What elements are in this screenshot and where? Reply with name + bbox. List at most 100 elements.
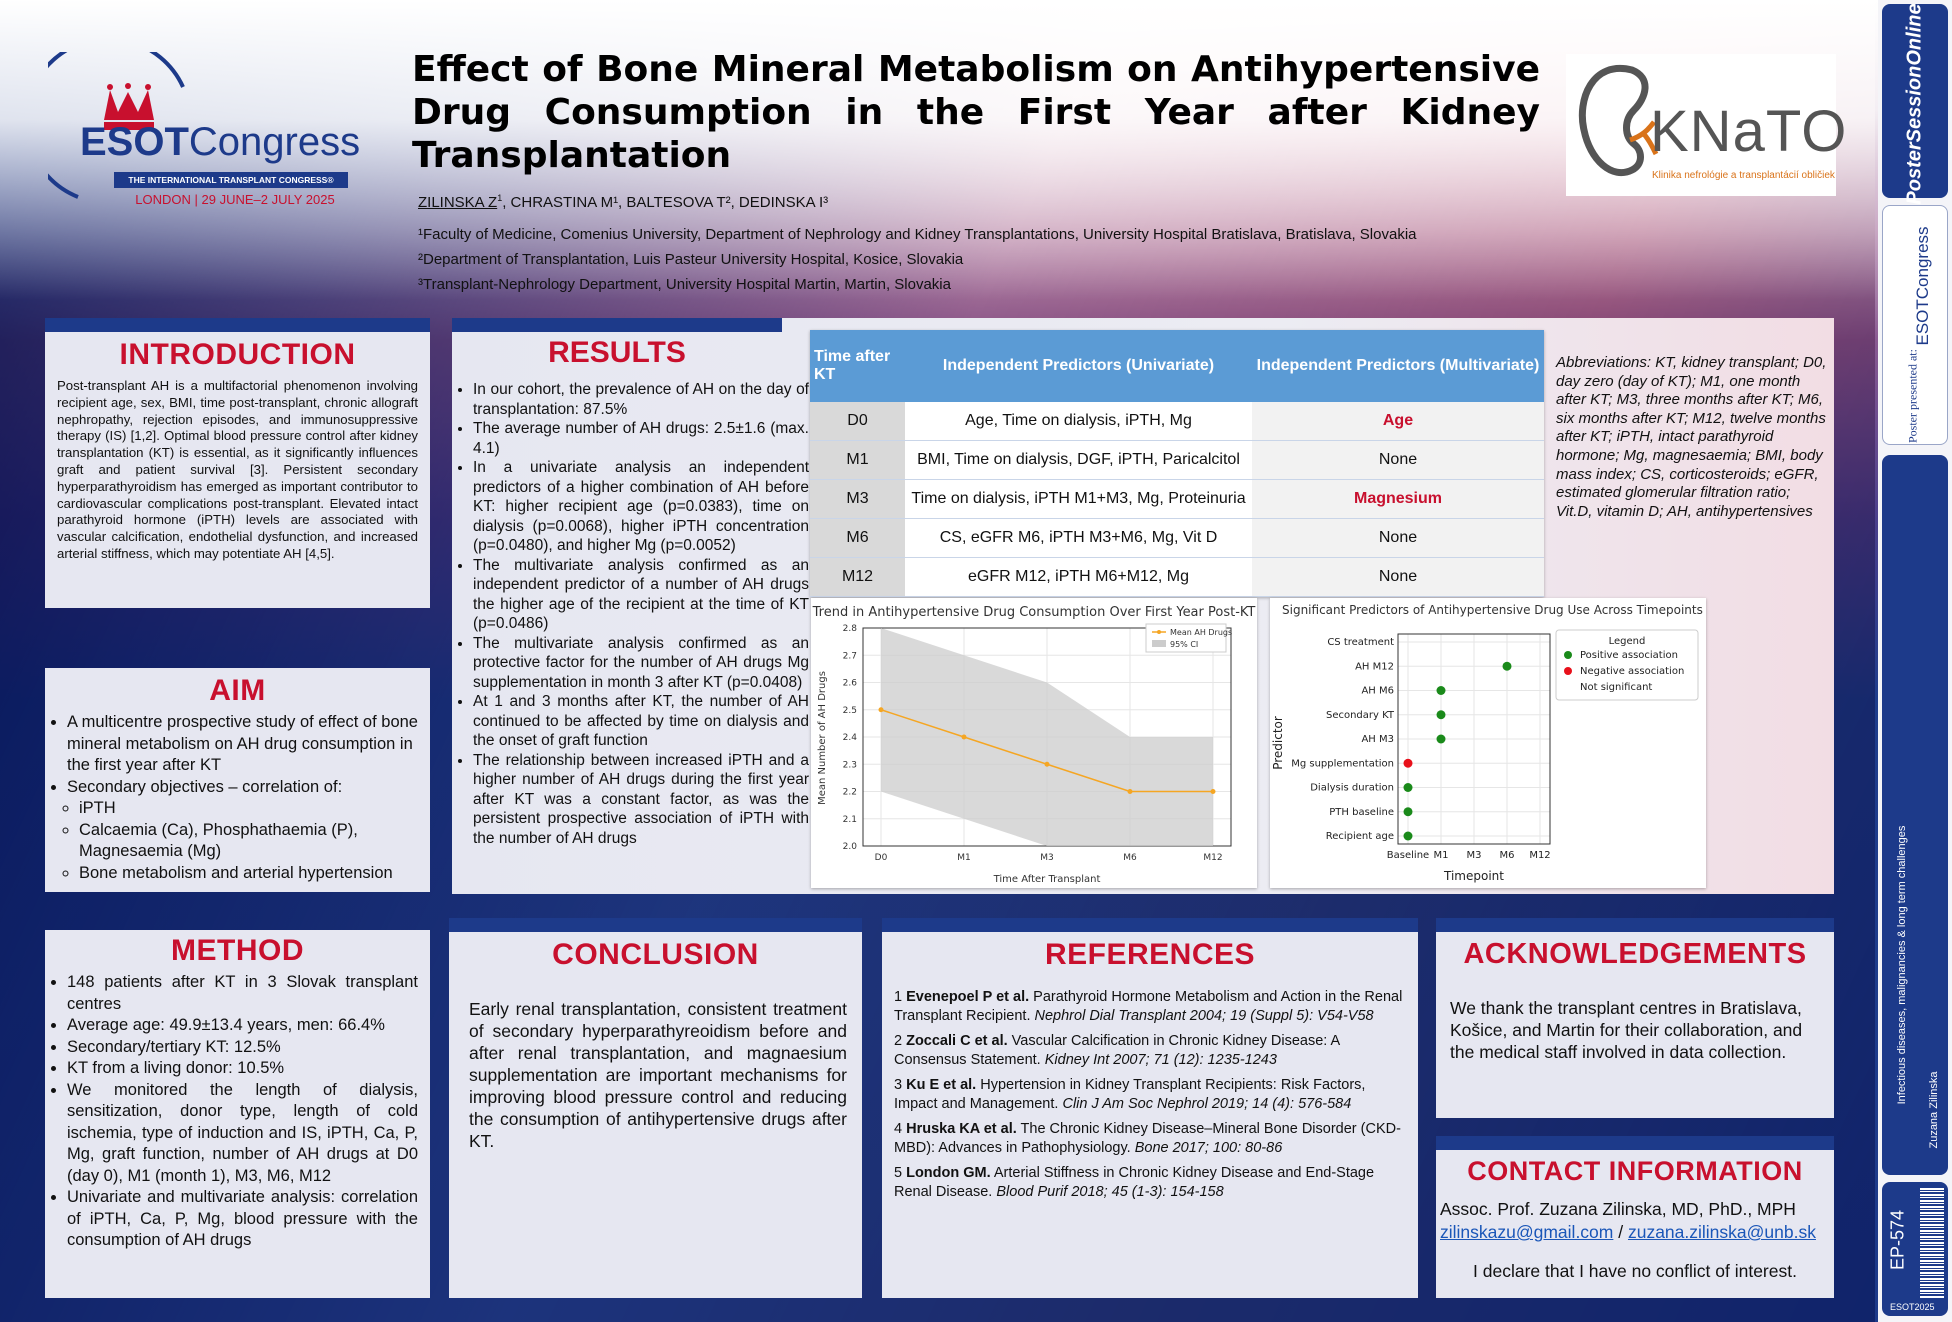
table-cell-multivariate: Age <box>1252 402 1544 441</box>
table-cell-time: M1 <box>810 440 905 480</box>
method-item: Secondary/tertiary KT: 12.5% <box>67 1037 418 1059</box>
line-chart-panel: Trend in Antihypertensive Drug Consumpti… <box>811 598 1257 888</box>
sidebar-id-block: EP-574 ESOT2025 <box>1882 1182 1948 1316</box>
reference-item: 4 Hruska KA et al. The Chronic Kidney Di… <box>894 1120 1408 1158</box>
panel-bar <box>882 918 1418 932</box>
title-line-2: Drug Consumption in the First Year after… <box>412 92 1540 133</box>
results-item: In a univariate analysis an independent … <box>473 458 809 556</box>
introduction-panel: INTRODUCTION Post-transplant AH is a mul… <box>45 318 430 608</box>
acknowledgements-title: ACKNOWLEDGEMENTS <box>1463 938 1807 970</box>
chart-title: Trend in Antihypertensive Drug Consumpti… <box>812 605 1256 620</box>
knato-logo-name: KNaTO <box>1650 99 1848 164</box>
y-tick-label: 2.4 <box>843 733 858 743</box>
presenting-author: ZILINSKA Z <box>418 194 498 211</box>
x-tick-label: M6 <box>1500 850 1515 861</box>
contact-name: Assoc. Prof. Zuzana Zilinska, MD, PhD., … <box>1440 1199 1796 1219</box>
legend-marker <box>1564 667 1572 675</box>
email-link-2[interactable]: zuzana.zilinska@unb.sk <box>1627 1222 1816 1242</box>
sidebar-author: Zuzana Zilinska <box>1928 1071 1940 1149</box>
reference-number: 4 <box>894 1121 907 1137</box>
reference-number: 3 <box>894 1077 907 1093</box>
y-tick-label: AH M12 <box>1355 661 1394 672</box>
reference-journal: Blood Purif 2018; 45 (1-3): 154-158 <box>996 1184 1224 1200</box>
esot-logo-banner: THE INTERNATIONAL TRANSPLANT CONGRESS® <box>114 172 348 188</box>
y-tick-label: Mg supplementation <box>1291 758 1394 769</box>
sidebar-brand: PosterSessionOnline <box>1903 3 1926 205</box>
x-tick-label: M12 <box>1529 850 1550 861</box>
method-list: 148 patients after KT in 3 Slovak transp… <box>45 968 430 1252</box>
table-row: D0 Age, Time on dialysis, iPTH, Mg Age <box>810 402 1544 441</box>
title-line-1: Effect of Bone Mineral Metabolism on Ant… <box>412 49 1540 90</box>
legend-label: Negative association <box>1580 666 1684 677</box>
contact-emails: zilinskazu@gmail.com / zuzana.zilinska@u… <box>1436 1220 1834 1243</box>
data-point <box>878 707 884 713</box>
introduction-text: Post-transplant AH is a multifactorial p… <box>57 378 418 561</box>
x-tick-label: M1 <box>957 853 971 863</box>
kidney-icon <box>1578 64 1659 177</box>
table-row: M1 BMI, Time on dialysis, DGF, iPTH, Pari… <box>810 440 1544 480</box>
introduction-title: INTRODUCTION <box>119 338 356 371</box>
y-axis-label: Predictor <box>1271 716 1285 770</box>
background-top-wash <box>0 0 1875 300</box>
reference-title: The Chronic Kidney Disease–Mineral Bone … <box>894 1121 1401 1156</box>
y-tick-label: 2.5 <box>843 706 857 716</box>
table-cell-time: D0 <box>810 402 905 441</box>
panel-bar <box>1436 1136 1834 1150</box>
dot-chart-panel: Significant Predictors of Antihypertensi… <box>1270 598 1706 888</box>
reference-item: 1 Evenepoel P et al. Parathyroid Hormone… <box>894 988 1408 1026</box>
crown-icon <box>104 83 154 130</box>
references-title: REFERENCES <box>1044 938 1256 971</box>
reference-title: Arterial Stiffness in Chronic Kidney Dis… <box>894 1165 1375 1200</box>
table-header-multivariate: Independent Predictors (Multivariate) <box>1252 330 1544 402</box>
table-cell-multivariate: None <box>1252 557 1544 597</box>
x-axis-label: Time After Transplant <box>993 874 1101 885</box>
aim-item: Secondary objectives – correlation of: <box>67 777 424 799</box>
data-point <box>1403 807 1413 817</box>
reference-title: Parathyroid Hormone Metabolism and Actio… <box>894 989 1403 1024</box>
table-row: M6 CS, eGFR M6, iPTH M3+M6, Mg, Vit D None <box>810 518 1544 558</box>
table-cell-time: M6 <box>810 518 905 558</box>
x-tick-label: M6 <box>1123 853 1137 863</box>
y-tick-label: 2.1 <box>843 815 857 825</box>
data-point <box>1436 686 1446 695</box>
x-tick-label: M3 <box>1467 850 1482 861</box>
legend-box <box>1555 629 1699 701</box>
knato-logo: KNaTO Klinika nefrológie a transplantáci… <box>1566 54 1846 196</box>
results-item: The multivariate analysis confirmed as a… <box>473 556 809 634</box>
sidebar-presented-at: Poster presented at: <box>1905 349 1920 443</box>
aim-subitem: iPTH <box>79 798 424 820</box>
reference-item: 2 Zoccali C et al. Vascular Calcificatio… <box>894 1032 1408 1070</box>
data-point <box>1403 831 1413 841</box>
y-tick-label: 2.8 <box>843 624 858 634</box>
reference-authors: London GM. <box>906 1165 991 1181</box>
x-axis-label: Timepoint <box>1443 869 1504 883</box>
method-item: KT from a living donor: 10.5% <box>67 1058 418 1080</box>
legend-band-swatch <box>1152 640 1166 647</box>
results-list: In our cohort, the prevalence of AH on t… <box>455 380 809 848</box>
aim-item: A multicentre prospective study of effec… <box>67 712 424 777</box>
email-link-1[interactable]: zilinskazu@gmail.com <box>1440 1222 1614 1242</box>
y-tick-label: 2.0 <box>843 842 858 852</box>
legend-box <box>1145 623 1227 653</box>
aim-subitem: Bone metabolism and arterial hypertensio… <box>79 863 424 885</box>
barcode-icon <box>1920 1188 1944 1298</box>
affiliations: ¹Faculty of Medicine, Comenius Universit… <box>418 222 1417 297</box>
esot-logo-word1: ESOT <box>80 120 189 164</box>
reference-authors: Evenepoel P et al. <box>906 989 1030 1005</box>
legend-title: Legend <box>1609 636 1646 647</box>
table-row: M12 eGFR M12, iPTH M6+M12, Mg None <box>810 557 1544 597</box>
aim-sublist: iPTH Calcaemia (Ca), Phosphathaemia (P),… <box>63 798 424 884</box>
contact-panel: CONTACT INFORMATION Assoc. Prof. Zuzana … <box>1436 1136 1834 1298</box>
y-tick-label: AH M6 <box>1361 686 1394 697</box>
poster-title: Effect of Bone Mineral Metabolism on Ant… <box>412 48 1540 177</box>
acknowledgements-text: We thank the transplant centres in Brati… <box>1450 998 1803 1062</box>
panel-bar <box>1436 918 1834 932</box>
sidebar-presented-block: Poster presented at: ESOTCongress <box>1882 205 1948 445</box>
authors: ZILINSKA Z1, CHRASTINA M¹, BALTESOVA T²,… <box>418 193 829 211</box>
data-point <box>1502 661 1512 671</box>
reference-authors: Ku E et al. <box>906 1077 977 1093</box>
results-item: The average number of AH drugs: 2.5±1.6 … <box>473 419 809 458</box>
sidebar-topic-block: Infectious diseases, malignancies & long… <box>1882 455 1948 1175</box>
reference-journal: Bone 2017; 100: 80-86 <box>1134 1140 1283 1156</box>
data-point <box>1403 783 1413 792</box>
